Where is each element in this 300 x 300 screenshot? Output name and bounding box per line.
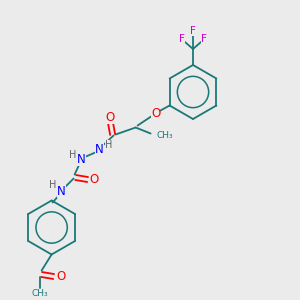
Text: F: F [179, 34, 185, 44]
Text: O: O [89, 173, 98, 186]
Text: H: H [69, 149, 76, 160]
Text: CH₃: CH₃ [31, 289, 48, 298]
Text: N: N [95, 143, 104, 156]
Text: N: N [77, 153, 86, 166]
Text: O: O [105, 111, 114, 124]
Text: H: H [49, 181, 56, 190]
Text: F: F [201, 34, 207, 44]
Text: O: O [56, 270, 65, 283]
Text: O: O [151, 107, 160, 120]
Text: F: F [190, 26, 196, 36]
Text: CH₃: CH₃ [157, 131, 173, 140]
Text: N: N [57, 185, 66, 198]
Text: H: H [105, 140, 112, 149]
